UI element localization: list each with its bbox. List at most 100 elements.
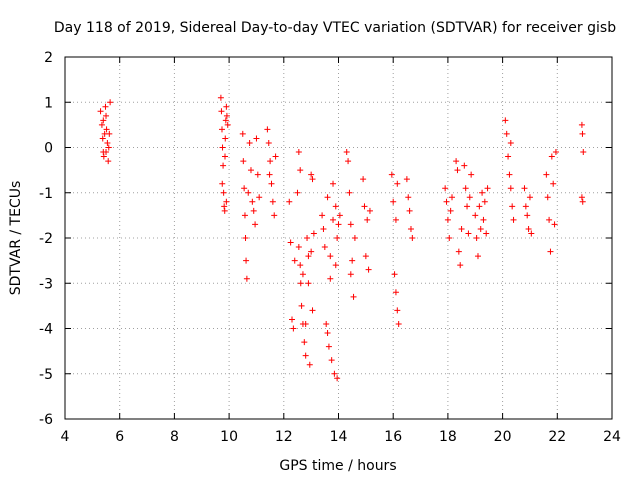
data-point xyxy=(547,248,554,255)
data-point xyxy=(268,180,275,187)
data-point xyxy=(219,180,226,187)
data-point xyxy=(220,189,227,196)
data-point xyxy=(346,189,353,196)
data-point xyxy=(336,212,343,219)
data-point xyxy=(243,257,250,264)
data-point xyxy=(221,207,228,214)
chart-title: Day 118 of 2019, Sidereal Day-to-day VTE… xyxy=(54,20,616,36)
data-point xyxy=(510,216,517,223)
data-point xyxy=(483,230,490,237)
data-point xyxy=(222,117,229,124)
data-point xyxy=(405,194,412,201)
data-point xyxy=(218,108,225,115)
data-point xyxy=(219,144,226,151)
x-tick-label: 16 xyxy=(384,429,402,445)
data-point xyxy=(107,99,114,106)
data-point xyxy=(443,198,450,205)
data-point xyxy=(361,203,368,210)
data-point xyxy=(366,207,373,214)
data-point xyxy=(220,162,227,169)
data-point xyxy=(395,320,402,327)
data-point xyxy=(362,253,369,260)
data-point xyxy=(579,130,586,137)
data-point xyxy=(364,216,371,223)
x-tick-label: 22 xyxy=(548,429,566,445)
data-point xyxy=(502,117,509,124)
data-point xyxy=(507,185,514,192)
data-point xyxy=(391,271,398,278)
y-tick-label: -1 xyxy=(39,186,53,202)
data-point xyxy=(526,194,533,201)
data-point xyxy=(100,153,107,160)
data-point xyxy=(480,216,487,223)
data-point xyxy=(409,235,416,241)
data-point xyxy=(295,149,302,156)
data-point xyxy=(360,176,367,183)
data-point xyxy=(308,171,315,178)
data-point xyxy=(449,194,456,201)
data-point xyxy=(442,185,449,192)
data-point xyxy=(476,203,483,210)
data-point xyxy=(550,180,557,187)
data-point xyxy=(321,244,328,251)
data-point xyxy=(462,185,469,192)
data-point xyxy=(218,126,225,133)
data-point xyxy=(544,194,551,201)
data-point xyxy=(297,280,304,287)
data-point xyxy=(330,180,337,187)
data-point xyxy=(468,171,475,178)
data-point xyxy=(330,216,337,223)
data-point xyxy=(224,121,231,128)
data-point xyxy=(453,158,460,165)
data-point xyxy=(239,130,246,137)
data-point xyxy=(256,194,263,201)
data-point xyxy=(264,126,271,133)
data-point xyxy=(325,343,332,350)
x-tick-label: 14 xyxy=(330,429,348,445)
data-point xyxy=(104,139,111,146)
data-point xyxy=(310,230,317,237)
data-point xyxy=(403,176,410,183)
data-point xyxy=(253,135,260,142)
data-point xyxy=(241,212,248,219)
data-point xyxy=(328,357,335,364)
data-point xyxy=(295,244,302,251)
data-point xyxy=(252,221,259,228)
data-point xyxy=(335,221,342,228)
x-tick-label: 12 xyxy=(275,429,293,445)
data-point xyxy=(546,216,553,223)
data-point xyxy=(291,257,298,264)
x-tick-label: 8 xyxy=(170,429,179,445)
data-point xyxy=(102,103,109,110)
data-point xyxy=(394,307,401,314)
data-point xyxy=(406,207,413,214)
data-point xyxy=(309,307,316,314)
data-point xyxy=(351,235,358,241)
data-point xyxy=(103,112,110,119)
data-point xyxy=(334,235,341,241)
data-point xyxy=(100,117,107,124)
data-point xyxy=(286,198,293,205)
data-point xyxy=(290,325,297,332)
data-point xyxy=(297,167,304,174)
data-point xyxy=(249,198,256,205)
data-point xyxy=(240,158,247,165)
data-point xyxy=(347,271,354,278)
data-point xyxy=(243,275,250,282)
data-point xyxy=(241,185,248,192)
x-tick-label: 18 xyxy=(439,429,457,445)
data-point xyxy=(481,198,488,205)
data-point xyxy=(305,280,312,287)
data-point xyxy=(254,171,261,178)
data-point xyxy=(308,248,315,255)
data-point xyxy=(552,149,559,156)
data-point xyxy=(503,130,510,137)
data-point xyxy=(217,94,224,101)
data-point xyxy=(507,139,514,146)
data-point xyxy=(99,135,106,142)
data-point xyxy=(388,171,395,178)
data-point xyxy=(365,266,372,273)
data-point xyxy=(521,185,528,192)
data-point xyxy=(551,221,558,228)
